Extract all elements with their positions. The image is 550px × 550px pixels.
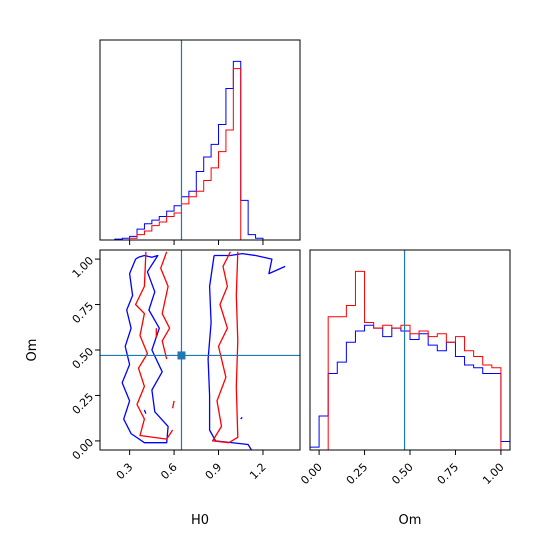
panel-hist-h0 bbox=[99, 39, 301, 245]
panel-hist-om: 0.00 0.25 0.50 0.75 1.00 bbox=[298, 249, 511, 488]
contour-lines bbox=[121, 251, 286, 450]
contour-y-om-tick-label: 1.00 bbox=[70, 254, 97, 281]
xlabel-om: Om bbox=[399, 513, 422, 528]
hist-h0-ticks bbox=[129, 240, 264, 245]
contour-y-om-tick-label: 0.50 bbox=[70, 345, 97, 372]
contour-series_a-3 bbox=[143, 409, 147, 414]
contour-series_a-4 bbox=[240, 416, 243, 420]
hist-om-step-series_b bbox=[310, 270, 510, 451]
contour-y-om-tick-label: 0.25 bbox=[70, 391, 97, 418]
hist-om-x-tick-label: 0.00 bbox=[298, 461, 325, 488]
contour-series_b-4 bbox=[171, 400, 175, 409]
hist-h0-lines bbox=[100, 60, 300, 241]
ylabel-om: Om bbox=[25, 339, 40, 362]
contour-y-om-tick-label: 0.75 bbox=[70, 300, 97, 327]
contour-series_a-0 bbox=[121, 254, 169, 444]
hist-h0-step-series_b bbox=[100, 68, 300, 241]
hist-om-x-tick-label: 0.50 bbox=[389, 461, 416, 488]
contour-x-h0-tick-label: 0.6 bbox=[158, 461, 180, 483]
hist-om-frame bbox=[309, 249, 511, 451]
contour-series_a-2 bbox=[214, 252, 286, 275]
contour-x-h0-tick-label: 0.3 bbox=[114, 461, 136, 483]
hist-h0-frame bbox=[99, 39, 301, 241]
contour-y-om-tick-label: 0.00 bbox=[70, 436, 97, 463]
panel-contour-h0-om: 0.3 0.6 0.9 1.2 0.00 0.25 0.50 0.75 1.00 bbox=[70, 249, 301, 483]
hist-om-x-tick-label: 0.75 bbox=[435, 461, 462, 488]
contour-series_a-1 bbox=[207, 255, 253, 450]
contour-series_b-1 bbox=[160, 251, 171, 360]
contour-series_b-2 bbox=[211, 251, 239, 444]
hist-om-x-tick-label: 0.25 bbox=[344, 461, 371, 488]
hist-om-lines bbox=[310, 270, 510, 451]
xlabel-h0: H0 bbox=[191, 513, 209, 528]
contour-x-h0-tick-label: 1.2 bbox=[247, 461, 269, 483]
hist-om-ticks: 0.00 0.25 0.50 0.75 1.00 bbox=[298, 450, 507, 488]
contour-x-h0-tick-label: 0.9 bbox=[203, 461, 225, 483]
hist-om-step-series_a bbox=[310, 324, 510, 448]
contour-series_b-0 bbox=[134, 251, 174, 440]
contour-frame bbox=[99, 249, 301, 451]
truth-marker bbox=[177, 351, 186, 360]
hist-h0-step-series_a bbox=[100, 60, 300, 241]
hist-om-x-tick-label: 1.00 bbox=[480, 461, 507, 488]
